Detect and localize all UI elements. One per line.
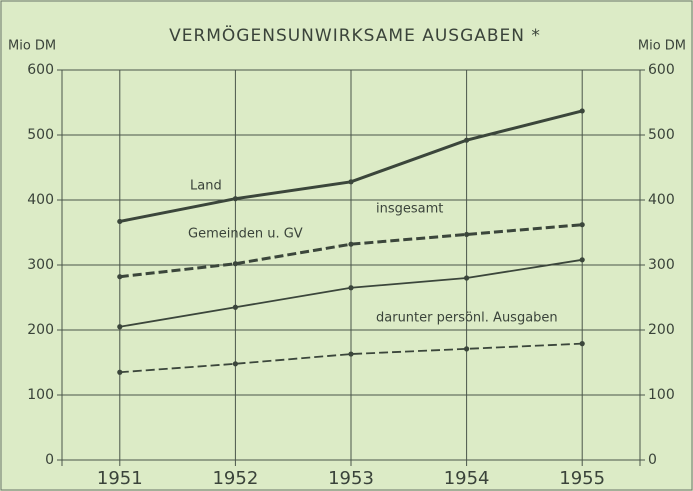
point-marker [232, 361, 238, 367]
y2-tick-label: 0 [648, 452, 657, 468]
y-tick-label: 0 [45, 452, 54, 468]
y2-tick-label: 500 [648, 127, 675, 143]
point-marker [464, 346, 470, 352]
y2-tick-label: 300 [648, 257, 675, 273]
point-marker [464, 275, 470, 281]
point-marker [579, 222, 585, 228]
x-tick-label: 1953 [328, 468, 374, 489]
point-marker [117, 218, 123, 225]
x-tick-label: 1952 [212, 468, 258, 489]
x-tick-label: 1954 [444, 468, 490, 489]
chart-title: VERMÖGENSUNWIRKSAME AUSGABEN * [169, 24, 541, 46]
y-tick-label: 300 [27, 257, 54, 273]
x-tick-label: 1955 [559, 468, 605, 489]
y-tick-label: 400 [27, 192, 54, 208]
point-marker [464, 231, 470, 238]
point-marker [117, 274, 123, 280]
y2-tick-label: 200 [648, 322, 675, 338]
annotation: darunter persönl. Ausgaben [376, 311, 558, 326]
y2-axis-label: Mio DM [638, 39, 686, 54]
y2-tick-label: 600 [648, 62, 675, 78]
series-label: Gemeinden u. GV [188, 227, 303, 242]
point-marker [232, 196, 238, 202]
point-marker [579, 341, 585, 347]
point-marker [232, 261, 238, 267]
point-marker [348, 285, 354, 291]
y-tick-label: 600 [27, 62, 54, 78]
y-tick-label: 500 [27, 127, 54, 143]
point-marker [117, 324, 123, 330]
point-marker [348, 179, 354, 185]
y2-tick-label: 400 [648, 192, 675, 208]
point-marker [232, 304, 238, 310]
y-axis-label: Mio DM [8, 39, 56, 54]
series-label: Land [190, 179, 222, 194]
point-marker [579, 108, 585, 114]
point-marker [579, 257, 585, 263]
annotation: insgesamt [376, 202, 443, 217]
y-tick-label: 200 [27, 322, 54, 338]
point-marker [464, 137, 470, 143]
point-marker [348, 351, 354, 357]
y2-tick-label: 100 [648, 387, 675, 403]
x-tick-label: 1951 [97, 468, 143, 489]
y-tick-label: 100 [27, 387, 54, 403]
point-marker [348, 241, 354, 247]
point-marker [117, 369, 123, 375]
